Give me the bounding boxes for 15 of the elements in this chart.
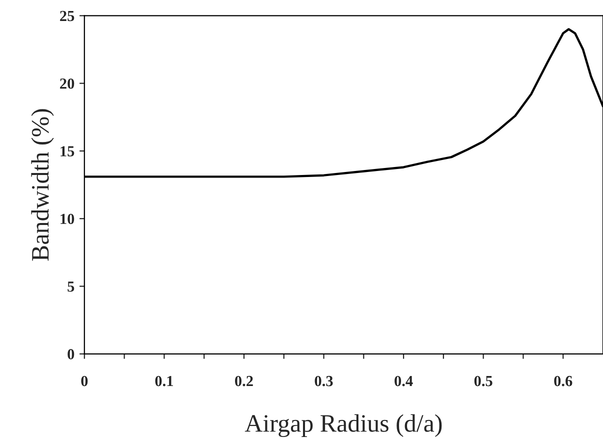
x-tick-label: 0.6 (554, 376, 572, 386)
x-tick-label: 0.1 (155, 376, 173, 386)
y-tick-label: 10 (60, 214, 74, 224)
x-tick-label: 0.3 (314, 376, 333, 386)
y-tick-label: 0 (68, 349, 74, 360)
y-tick-label: 25 (60, 10, 74, 22)
y-tick-label: 5 (68, 282, 74, 292)
x-tick-label: 0.5 (474, 376, 492, 386)
x-tick-label: 0 (81, 376, 88, 386)
x-tick-label: 0.4 (394, 376, 413, 386)
y-tick-label: 15 (60, 146, 74, 156)
x-tick-label: 0.2 (235, 376, 253, 386)
y-axis-title: Bandwidth (%) (31, 109, 54, 261)
x-axis-title: Airgap Radius (d/a) (244, 414, 442, 438)
y-tick-label: 20 (60, 78, 74, 89)
